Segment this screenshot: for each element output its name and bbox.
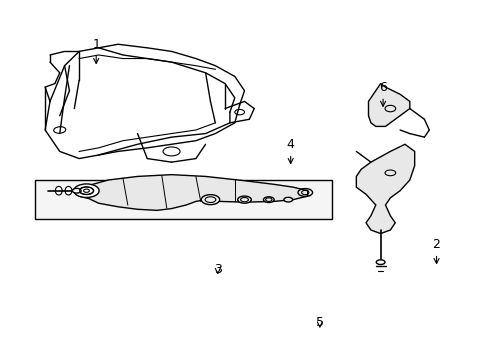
Text: 4: 4 [286,138,294,163]
Text: 3: 3 [213,263,221,276]
Polygon shape [35,180,331,219]
Ellipse shape [263,197,274,203]
Ellipse shape [284,197,292,202]
Ellipse shape [237,196,251,203]
Ellipse shape [55,186,62,195]
Ellipse shape [74,184,99,198]
Text: 6: 6 [378,81,386,106]
Ellipse shape [201,195,219,204]
Text: 2: 2 [432,238,440,264]
Polygon shape [356,144,414,234]
Text: 1: 1 [92,38,100,63]
Polygon shape [368,84,409,126]
Text: 5: 5 [315,316,323,329]
Ellipse shape [72,188,81,193]
Polygon shape [74,175,307,210]
Ellipse shape [65,186,72,195]
